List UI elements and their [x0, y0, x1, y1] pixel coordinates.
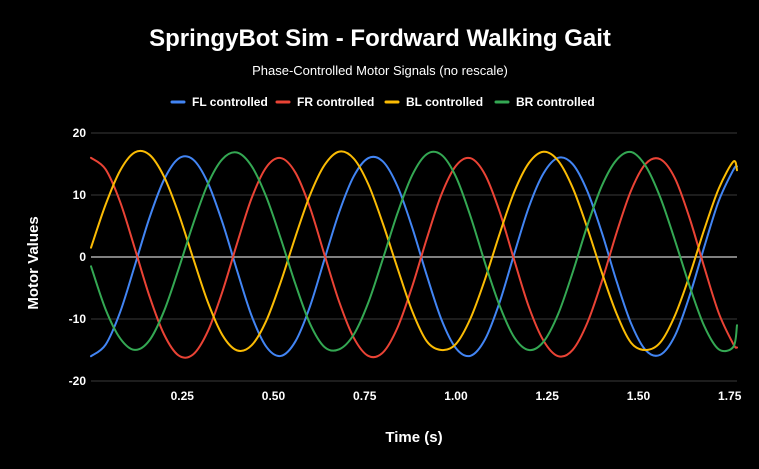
legend-label: BL controlled — [406, 95, 483, 109]
legend-label: FL controlled — [192, 95, 268, 109]
series-line-fl-controlled — [90, 155, 738, 358]
y-tick-label: -20 — [69, 374, 87, 388]
series-line-br-controlled — [90, 150, 738, 353]
y-tick-label: 20 — [73, 126, 87, 140]
y-tick-label: 10 — [73, 188, 87, 202]
legend: FL controlled FR controlled BL controlled B… — [170, 95, 595, 109]
x-tick-label: 0.25 — [171, 389, 195, 403]
x-axis-ticks: 0.25 0.50 0.75 1.00 1.25 1.50 1.75 — [171, 389, 742, 403]
chart-title: SpringyBot Sim - Fordward Walking Gait — [149, 25, 611, 52]
x-tick-label: 1.00 — [444, 389, 468, 403]
legend-label: FR controlled — [297, 95, 374, 109]
x-tick-label: 0.75 — [353, 389, 377, 403]
series-line-bl-controlled — [90, 149, 738, 352]
y-axis-title: Motor Values — [25, 216, 42, 309]
x-tick-label: 1.50 — [627, 389, 651, 403]
y-tick-label: -10 — [69, 312, 87, 326]
x-axis-title: Time (s) — [385, 429, 442, 446]
x-tick-label: 1.25 — [536, 389, 560, 403]
y-axis-ticks: 20 10 0 -10 -20 — [69, 126, 87, 388]
x-tick-label: 0.50 — [262, 389, 286, 403]
x-tick-label: 1.75 — [718, 389, 742, 403]
series-lines — [90, 149, 738, 359]
y-tick-label: 0 — [79, 250, 86, 264]
series-line-fr-controlled — [90, 156, 738, 359]
legend-label: BR controlled — [516, 95, 595, 109]
chart-subtitle: Phase-Controlled Motor Signals (no resca… — [252, 63, 508, 78]
